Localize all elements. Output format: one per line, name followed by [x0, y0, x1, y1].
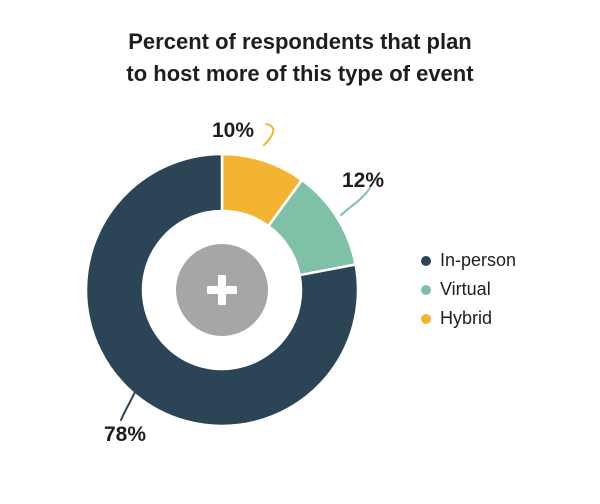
data-label-virtual: 12%	[342, 169, 384, 192]
legend: In-person Virtual Hybrid	[421, 246, 516, 333]
legend-item-hybrid: Hybrid	[421, 304, 516, 333]
leader-line-hybrid	[263, 123, 275, 146]
legend-label: Virtual	[440, 279, 491, 299]
chart-title-line-1: Percent of respondents that plan	[128, 29, 472, 54]
legend-swatch	[421, 313, 431, 324]
data-label-in-person: 78%	[104, 423, 146, 446]
chart-title-line-2: to host more of this type of event	[126, 61, 474, 86]
leader-line-in-person	[120, 384, 139, 421]
leader-line-virtual	[340, 187, 371, 216]
legend-label: Hybrid	[440, 308, 493, 328]
data-label-hybrid: 10%	[212, 119, 254, 142]
legend-item-in-person: In-person	[421, 246, 516, 275]
legend-item-virtual: Virtual	[421, 275, 516, 304]
legend-swatch	[421, 255, 431, 266]
slice-in-person	[84, 152, 360, 428]
legend-swatch	[421, 284, 431, 295]
legend-label: In-person	[440, 250, 517, 270]
plus-icon	[207, 275, 237, 305]
chart-title: Percent of respondents that plan to host…	[0, 26, 600, 90]
